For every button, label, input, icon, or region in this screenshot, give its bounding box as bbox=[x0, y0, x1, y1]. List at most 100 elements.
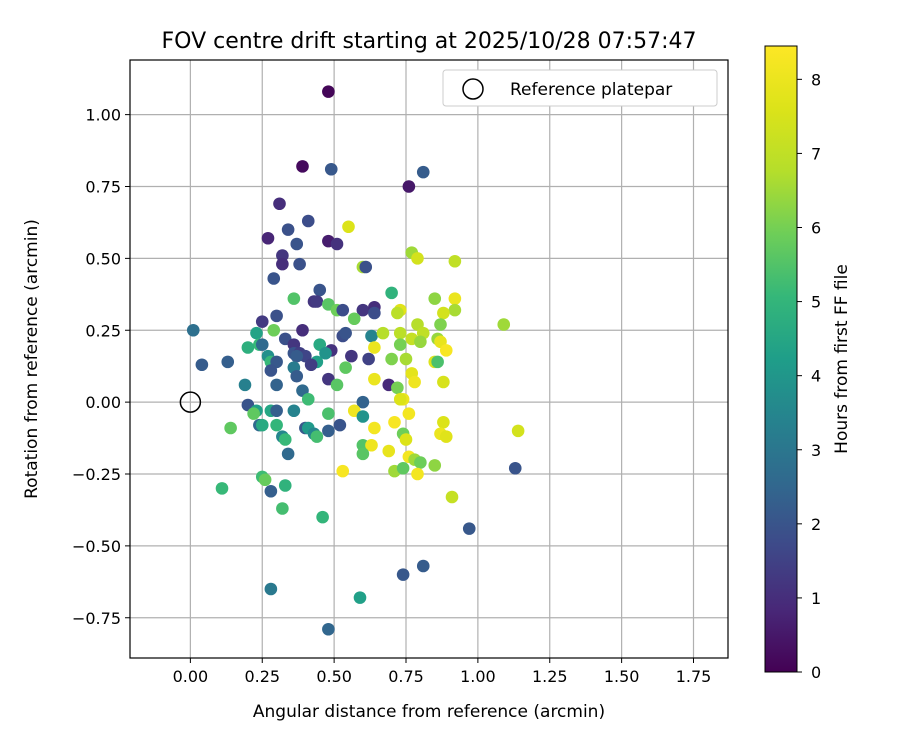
scatter-point bbox=[287, 404, 301, 418]
scatter-point bbox=[462, 522, 476, 535]
x-tick-label: 1.25 bbox=[532, 667, 568, 686]
y-tick-label: −0.25 bbox=[72, 465, 121, 484]
scatter-point bbox=[238, 378, 252, 392]
colorbar-tick-label: 0 bbox=[811, 663, 821, 682]
y-tick-label: 0.50 bbox=[85, 249, 121, 268]
scatter-point bbox=[270, 404, 283, 418]
scatter-point bbox=[310, 295, 324, 308]
scatter-point bbox=[267, 272, 281, 285]
y-tick-label: 1.00 bbox=[85, 106, 121, 125]
scatter-point bbox=[414, 456, 427, 469]
scatter-point bbox=[428, 459, 442, 472]
legend: Reference platepar bbox=[442, 69, 718, 107]
scatter-point bbox=[511, 424, 525, 438]
scatter-point bbox=[304, 358, 318, 372]
scatter-point bbox=[278, 479, 292, 492]
scatter-point bbox=[431, 355, 444, 369]
scatter-point bbox=[322, 407, 335, 420]
scatter-point bbox=[428, 292, 442, 305]
scatter-point bbox=[368, 421, 381, 435]
scatter-point bbox=[445, 490, 459, 504]
scatter-point bbox=[221, 355, 235, 369]
scatter-point bbox=[290, 369, 304, 383]
scatter-point bbox=[434, 318, 447, 331]
scatter-point bbox=[508, 461, 522, 475]
scatter-point bbox=[393, 392, 407, 406]
scatter-point bbox=[356, 303, 370, 317]
colorbar-label: Hours from first FF file bbox=[832, 264, 852, 454]
scatter-point bbox=[402, 180, 416, 193]
scatter-point bbox=[241, 341, 255, 354]
scatter-point bbox=[270, 309, 283, 323]
colorbar-tick-label: 5 bbox=[811, 293, 821, 312]
scatter-point bbox=[319, 346, 332, 360]
scatter-point bbox=[448, 254, 462, 268]
scatter-point bbox=[365, 438, 378, 452]
x-tick-label: 0.50 bbox=[316, 667, 352, 686]
scatter-point bbox=[287, 292, 301, 305]
scatter-point bbox=[270, 378, 283, 392]
scatter-point bbox=[310, 430, 324, 443]
colorbar-tick-label: 1 bbox=[811, 589, 821, 608]
scatter-point bbox=[439, 344, 453, 357]
scatter-point bbox=[264, 364, 278, 377]
scatter-point bbox=[497, 318, 511, 331]
scatter-point bbox=[330, 378, 344, 392]
scatter-point bbox=[342, 220, 355, 234]
scatter-point bbox=[402, 407, 416, 420]
scatter-point bbox=[437, 375, 450, 389]
scatter-point bbox=[416, 165, 430, 179]
scatter-point bbox=[224, 421, 237, 435]
scatter-point bbox=[391, 381, 404, 395]
scatter-point bbox=[316, 510, 329, 524]
reference-platepar-marker bbox=[179, 391, 202, 413]
scatter-point bbox=[276, 502, 289, 515]
scatter-point bbox=[215, 482, 229, 495]
x-tick-label: 0.25 bbox=[244, 667, 280, 686]
scatter-point bbox=[255, 315, 269, 328]
colorbar-tick-label: 8 bbox=[811, 70, 821, 89]
x-tick-label: 1.75 bbox=[676, 667, 712, 686]
y-axis-label: Rotation from reference (arcmin) bbox=[22, 219, 42, 499]
colorbar: 0 1 2 3 4 5 6 7 8 Hours from first FF file bbox=[764, 45, 852, 682]
scatter-point bbox=[439, 430, 453, 443]
scatter-point bbox=[255, 418, 269, 432]
legend-box bbox=[442, 69, 718, 107]
x-tick-label: 1.00 bbox=[460, 667, 496, 686]
scatter-point bbox=[399, 352, 413, 366]
scatter-point bbox=[290, 237, 304, 251]
scatter-point bbox=[264, 582, 278, 596]
scatter-point bbox=[255, 338, 269, 351]
colorbar-tick-label: 4 bbox=[811, 367, 821, 386]
scatter-point bbox=[414, 335, 427, 349]
scatter-point bbox=[293, 257, 306, 271]
scatter-point bbox=[324, 162, 338, 176]
y-tick-label: −0.75 bbox=[72, 609, 121, 628]
scatter-point bbox=[347, 312, 361, 326]
scatter-point bbox=[290, 349, 304, 363]
colorbar-ticks: 0 1 2 3 4 5 6 7 8 bbox=[797, 70, 821, 682]
scatter-point bbox=[356, 438, 370, 452]
colorbar-tick-label: 6 bbox=[811, 219, 821, 238]
scatter-point bbox=[313, 283, 327, 297]
scatter-point bbox=[322, 424, 335, 438]
scatter-point bbox=[356, 410, 370, 423]
scatter-point bbox=[411, 252, 424, 265]
y-tick-label: 0.00 bbox=[85, 393, 121, 412]
legend-reference-marker bbox=[462, 78, 484, 100]
scatter-point bbox=[276, 257, 289, 271]
scatter-point bbox=[339, 326, 352, 340]
plot-frame bbox=[129, 59, 729, 659]
scatter-point bbox=[296, 160, 309, 173]
scatter-point bbox=[281, 223, 295, 236]
scatter-point bbox=[296, 323, 309, 337]
scatter-point bbox=[359, 260, 373, 274]
scatter-point bbox=[388, 415, 401, 429]
scatter-point bbox=[396, 461, 410, 475]
scatter-point bbox=[336, 464, 350, 478]
scatter-point bbox=[250, 326, 263, 340]
scatter-point bbox=[356, 395, 370, 409]
chart-title: FOV centre drift starting at 2025/10/28 … bbox=[162, 29, 697, 54]
scatter-point bbox=[322, 85, 335, 98]
